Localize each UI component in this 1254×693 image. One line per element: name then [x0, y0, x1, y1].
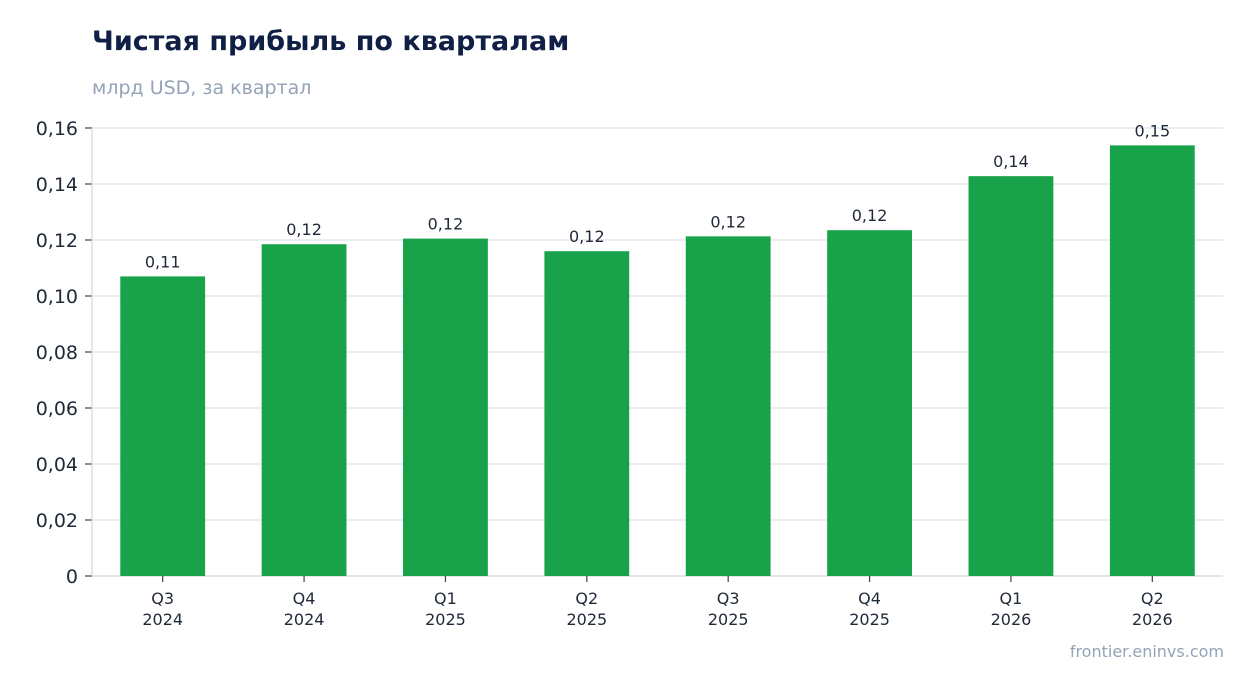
bar-value-label: 0,15	[1135, 121, 1171, 140]
y-tick-label: 0,10	[36, 286, 78, 308]
x-tick-label: 2024	[284, 610, 325, 629]
bar-value-label: 0,12	[852, 206, 888, 225]
x-tick-label: Q1	[434, 589, 457, 608]
y-tick-label: 0,06	[36, 398, 78, 420]
bar	[685, 236, 771, 577]
bar	[403, 238, 488, 576]
bar	[1109, 145, 1195, 577]
bar	[261, 244, 347, 576]
bar	[544, 251, 630, 576]
bar-value-label: 0,12	[286, 220, 322, 239]
chart-title: Чистая прибыль по кварталам	[92, 26, 570, 57]
bar-value-label: 0,14	[993, 152, 1029, 171]
x-tick-label: Q4	[858, 589, 881, 608]
y-tick-label: 0,12	[36, 230, 78, 252]
bar	[968, 176, 1054, 576]
x-tick-label: 2026	[1132, 610, 1173, 629]
bar-value-label: 0,12	[428, 215, 464, 234]
bar	[120, 276, 206, 576]
x-tick-label: 2025	[708, 610, 749, 629]
x-tick-label: Q3	[717, 589, 740, 608]
bar-value-label: 0,11	[145, 252, 181, 271]
chart-subtitle: млрд USD, за квартал	[92, 77, 312, 99]
x-tick-label: Q4	[293, 589, 316, 608]
x-tick-label: 2024	[142, 610, 183, 629]
x-tick-label: Q3	[151, 589, 174, 608]
y-tick-label: 0,02	[36, 510, 78, 532]
x-tick-label: Q1	[1000, 589, 1023, 608]
bar-value-label: 0,12	[569, 227, 605, 246]
y-tick-label: 0,04	[36, 454, 78, 476]
y-tick-label: 0	[66, 566, 78, 588]
x-tick-label: 2025	[849, 610, 890, 629]
x-tick-label: 2026	[991, 610, 1032, 629]
y-tick-label: 0,16	[36, 118, 78, 140]
x-tick-label: 2025	[566, 610, 607, 629]
x-tick-label: Q2	[1141, 589, 1164, 608]
bar-value-label: 0,12	[710, 212, 746, 231]
y-tick-label: 0,14	[36, 174, 78, 196]
x-tick-label: 2025	[425, 610, 466, 629]
x-tick-label: Q2	[575, 589, 598, 608]
y-tick-label: 0,08	[36, 342, 78, 364]
bar	[827, 230, 912, 576]
source-credit: frontier.eninvs.com	[1069, 642, 1224, 661]
